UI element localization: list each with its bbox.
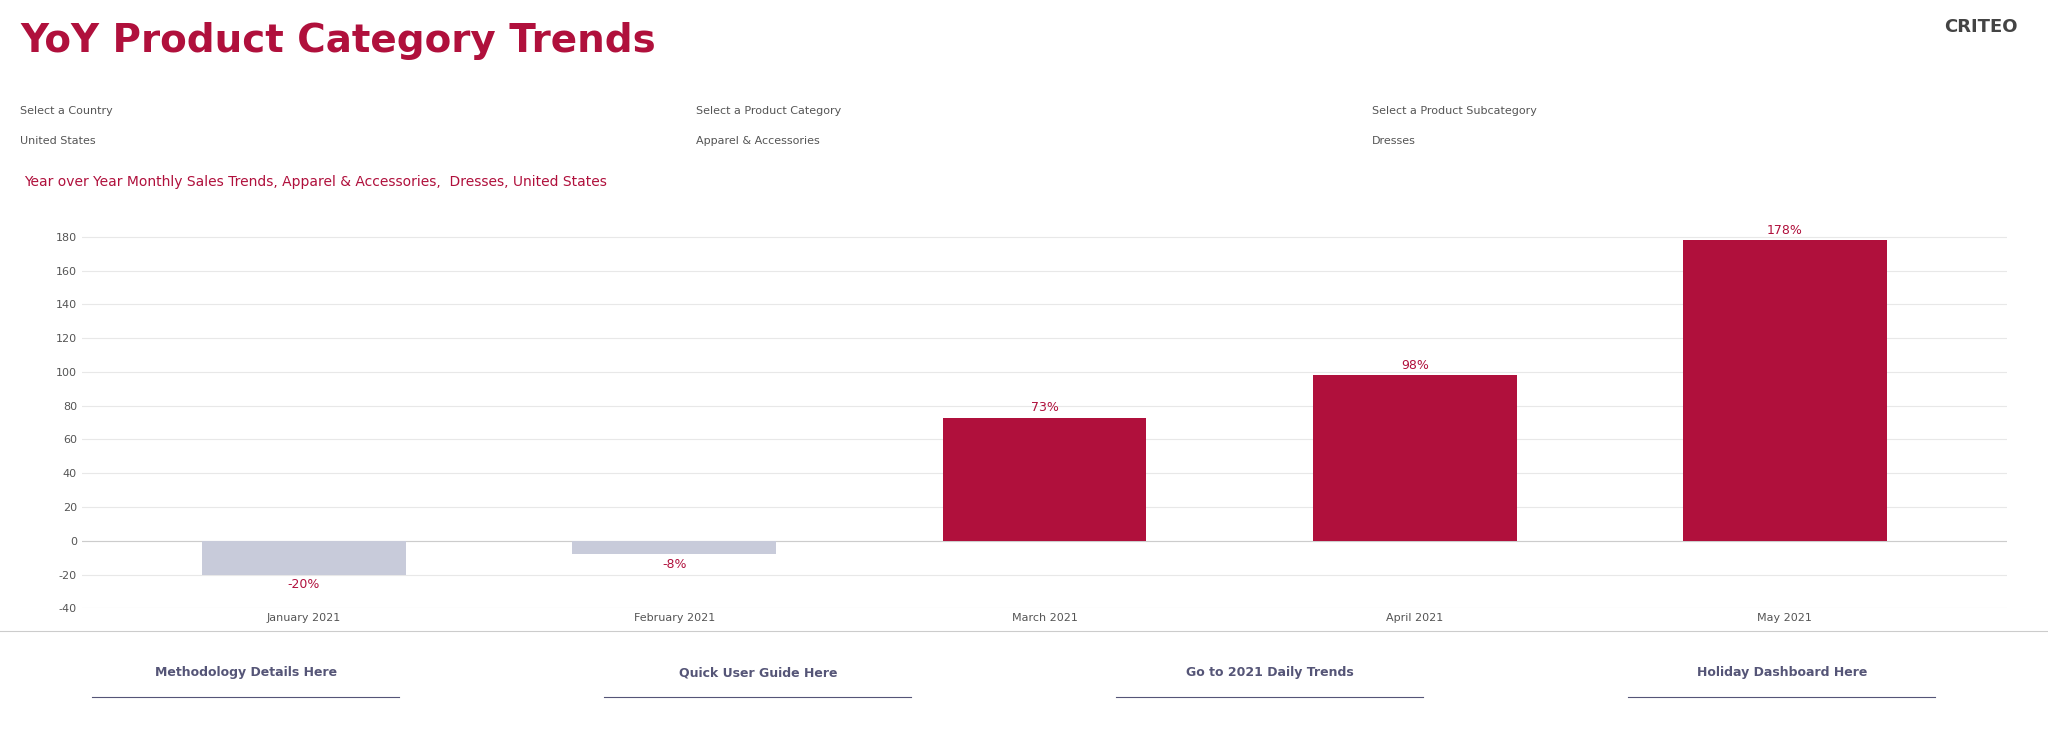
- Text: CRITEO: CRITEO: [1944, 18, 2017, 36]
- Bar: [573, 541, 776, 554]
- Text: 98%: 98%: [1401, 359, 1430, 372]
- Bar: [942, 418, 1147, 541]
- Text: Apparel & Accessories: Apparel & Accessories: [696, 136, 819, 146]
- Text: -20%: -20%: [289, 578, 319, 591]
- Text: 73%: 73%: [1030, 401, 1059, 414]
- Text: Select a Country: Select a Country: [20, 106, 113, 117]
- Text: Select a Product Category: Select a Product Category: [696, 106, 842, 117]
- Text: Quick User Guide Here: Quick User Guide Here: [678, 666, 838, 679]
- Text: Go to 2021 Daily Trends: Go to 2021 Daily Trends: [1186, 666, 1354, 679]
- Text: Dresses: Dresses: [1372, 136, 1415, 146]
- Text: -8%: -8%: [662, 558, 686, 571]
- Text: United States: United States: [20, 136, 96, 146]
- Text: Methodology Details Here: Methodology Details Here: [156, 666, 336, 679]
- Text: Year over Year Monthly Sales Trends, Apparel & Accessories,  Dresses, United Sta: Year over Year Monthly Sales Trends, App…: [25, 174, 608, 189]
- Text: Select a Product Subcategory: Select a Product Subcategory: [1372, 106, 1538, 117]
- Text: Holiday Dashboard Here: Holiday Dashboard Here: [1696, 666, 1868, 679]
- Bar: [1313, 375, 1516, 541]
- Bar: [203, 541, 406, 575]
- Text: 178%: 178%: [1767, 224, 1802, 237]
- Text: YoY Product Category Trends: YoY Product Category Trends: [20, 22, 655, 60]
- Bar: [1683, 240, 1886, 541]
